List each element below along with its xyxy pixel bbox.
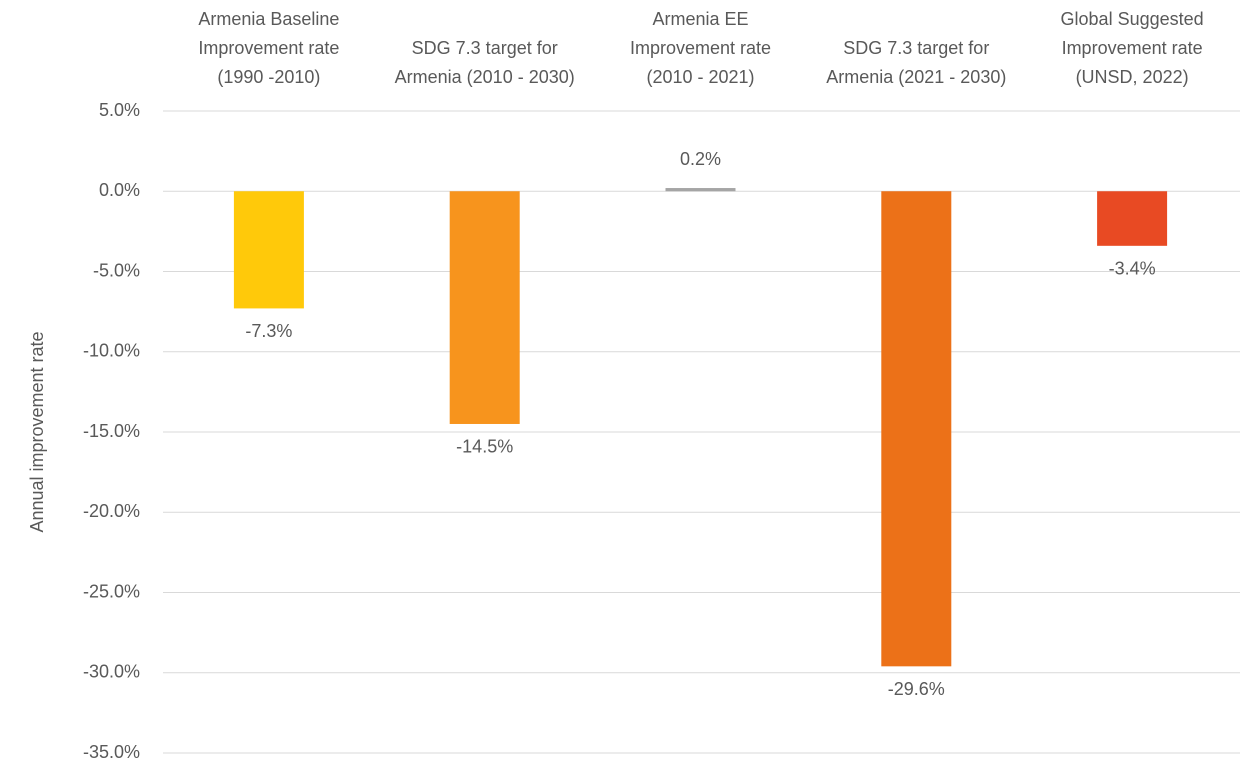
- bar: [1097, 191, 1168, 246]
- x-tick-label: Armenia Baseline Improvement rate (1990 -2…: [198, 9, 339, 87]
- x-tick-label: SDG 7.3 target for Armenia (2010 - 2030): [395, 38, 575, 87]
- bar: [449, 191, 520, 424]
- y-tick-label: -20.0%: [83, 501, 140, 521]
- x-tick-label: SDG 7.3 target for Armenia (2021 - 2030): [826, 38, 1006, 87]
- x-tick-label: Global Suggested Improvement rate (UNSD, 2…: [1061, 9, 1204, 87]
- bar: [665, 188, 736, 192]
- bar: [881, 191, 952, 667]
- x-tick-label: Armenia EE Improvement rate (2010 - 2021): [630, 9, 771, 87]
- y-tick-label: -30.0%: [83, 662, 140, 682]
- bar: [233, 191, 304, 309]
- y-tick-label: -5.0%: [93, 260, 140, 280]
- data-label: -14.5%: [456, 437, 513, 457]
- data-label: -3.4%: [1109, 259, 1156, 279]
- y-tick-label: 5.0%: [99, 100, 140, 120]
- y-tick-label: -25.0%: [83, 581, 140, 601]
- y-tick-label: -35.0%: [83, 742, 140, 761]
- y-tick-label: -15.0%: [83, 421, 140, 441]
- data-label: -29.6%: [888, 679, 945, 699]
- y-tick-label: -10.0%: [83, 341, 140, 361]
- y-tick-label: 0.0%: [99, 180, 140, 200]
- data-label: -7.3%: [245, 321, 292, 341]
- y-axis-label: Annual improvement rate: [27, 331, 47, 532]
- data-label: 0.2%: [680, 149, 721, 169]
